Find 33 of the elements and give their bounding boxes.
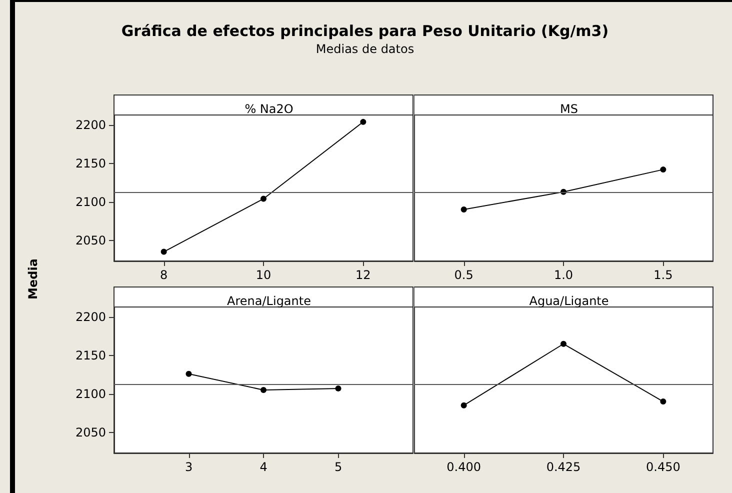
- point: [186, 370, 192, 377]
- chart-title: Agua/Ligante: [529, 294, 609, 308]
- y-tick-label: 2100: [75, 386, 106, 401]
- x-tick-label: 1.0: [554, 268, 574, 282]
- y-axis-title: Media: [26, 258, 40, 302]
- chart-title: MS: [560, 102, 578, 116]
- y-tick-label: 2150: [75, 348, 106, 362]
- point: [360, 118, 366, 125]
- x-tick-label: 12: [356, 268, 371, 282]
- point: [260, 196, 266, 202]
- x-tick-label: 0.450: [646, 460, 680, 474]
- chart-title: % Na2O: [244, 102, 294, 116]
- x-tick-label: 10: [256, 268, 272, 282]
- y-tick-label: 2050: [75, 425, 106, 440]
- text: Gráfica de efectos principales para Peso Unitario (Kg/m3): [120, 22, 610, 40]
- x-tick-label: 0.5: [454, 268, 474, 282]
- x-tick-label: 8: [160, 268, 168, 282]
- y-tick-label: 2200: [75, 118, 106, 132]
- y-tick-label: 2050: [75, 233, 106, 248]
- x-tick-label: 0.400: [446, 460, 482, 474]
- x-tick-label: 0.425: [546, 460, 581, 474]
- x-tick-label: 3: [184, 460, 193, 474]
- y-tick-label: 2200: [75, 310, 106, 324]
- y-tick-label: 2100: [75, 194, 106, 209]
- chart-title: Arena/Ligante: [227, 294, 311, 308]
- point: [160, 248, 167, 255]
- x-tick-label: 1.5: [654, 268, 673, 282]
- x-tick-label: 5: [334, 460, 342, 474]
- y-tick-label: 2150: [75, 156, 106, 170]
- point: [260, 386, 266, 393]
- point: [335, 385, 342, 392]
- text: Medias de datos: [314, 42, 416, 56]
- x-tick-label: 4: [260, 460, 268, 474]
